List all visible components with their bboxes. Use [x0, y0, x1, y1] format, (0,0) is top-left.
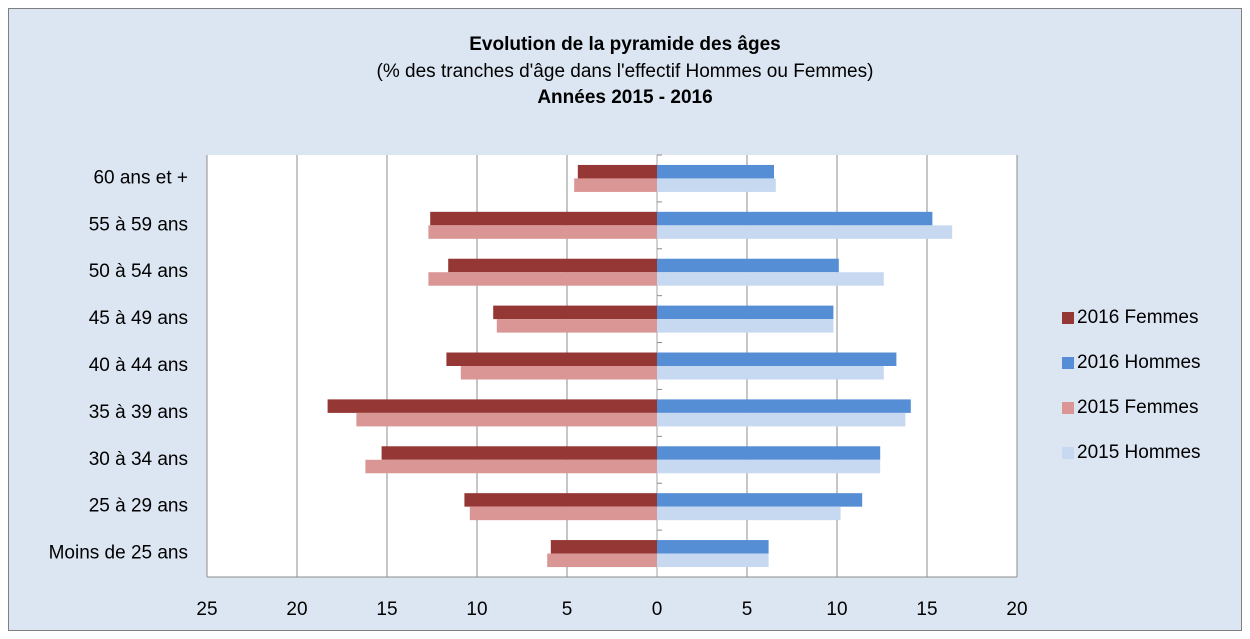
bar: [657, 540, 769, 554]
bar: [430, 211, 657, 226]
y-tick-label: Moins de 25 ans: [49, 543, 188, 564]
chart-subtitle: Années 2015 - 2016: [537, 87, 712, 108]
bar: [469, 506, 657, 521]
bar: [657, 225, 953, 239]
bar: [657, 459, 881, 474]
y-tick-label: 60 ans et +: [93, 167, 188, 188]
x-tick-label: 15: [376, 599, 397, 620]
bar: [460, 366, 657, 380]
legend-label: 2015 Femmes: [1077, 397, 1198, 418]
chart-title: Evolution de la pyramide des âges: [469, 34, 781, 55]
bar: [356, 412, 657, 427]
bar: [657, 164, 774, 179]
legend-swatch: [1062, 447, 1074, 459]
bar: [428, 225, 657, 239]
bar: [657, 319, 834, 333]
y-tick-label: 40 à 44 ans: [89, 355, 188, 376]
bar: [657, 553, 769, 568]
x-tick-label: 10: [826, 599, 847, 620]
bar: [446, 352, 657, 366]
x-tick-label: 0: [652, 599, 663, 620]
bar: [657, 366, 884, 380]
legend-label: 2016 Femmes: [1077, 307, 1198, 328]
bar: [657, 446, 881, 460]
bar: [657, 258, 839, 273]
x-tick-label: 5: [562, 599, 573, 620]
bar: [550, 540, 657, 554]
bar: [657, 272, 884, 286]
legend-swatch: [1062, 402, 1074, 414]
y-tick-label: 55 à 59 ans: [89, 214, 188, 235]
y-tick-label: 30 à 34 ans: [89, 449, 188, 470]
y-tick-label: 25 à 29 ans: [89, 496, 188, 517]
legend-swatch: [1062, 312, 1074, 324]
y-tick-label: 35 à 39 ans: [89, 402, 188, 423]
bar: [496, 319, 657, 333]
bar: [464, 493, 657, 507]
bar: [657, 211, 933, 226]
x-tick-label: 10: [466, 599, 487, 620]
bar: [657, 399, 911, 413]
bar: [657, 506, 841, 521]
bar: [327, 399, 657, 413]
legend-swatch: [1062, 357, 1074, 369]
y-tick-label: 50 à 54 ans: [89, 261, 188, 282]
bar: [381, 446, 657, 460]
bar: [493, 305, 657, 320]
chart-subtitle: (% des tranches d'âge dans l'effectif Ho…: [377, 61, 874, 82]
x-tick-label: 15: [916, 599, 937, 620]
bar: [547, 553, 657, 568]
bar: [428, 272, 657, 286]
bar: [574, 178, 657, 192]
x-tick-label: 25: [196, 599, 217, 620]
bar: [577, 164, 657, 179]
bar: [657, 493, 863, 507]
bar: [365, 459, 657, 474]
legend-label: 2016 Hommes: [1077, 352, 1201, 373]
x-tick-label: 20: [1006, 599, 1027, 620]
bar: [657, 178, 776, 192]
y-tick-label: 45 à 49 ans: [89, 308, 188, 329]
x-tick-label: 20: [286, 599, 307, 620]
bar: [657, 412, 906, 427]
bar: [657, 305, 834, 320]
bar: [657, 352, 897, 366]
bar: [448, 258, 657, 273]
x-tick-label: 5: [742, 599, 753, 620]
legend-label: 2015 Hommes: [1077, 442, 1201, 463]
